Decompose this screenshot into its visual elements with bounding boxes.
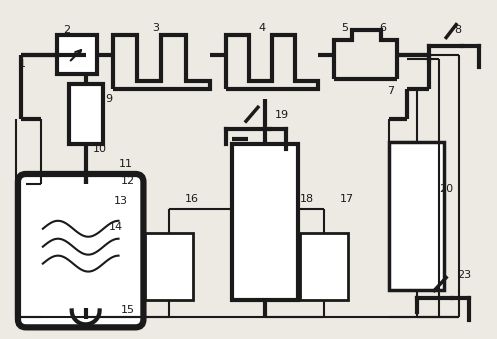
Text: 11: 11: [119, 159, 133, 169]
Text: 8: 8: [454, 24, 461, 35]
Bar: [57, 35, 96, 74]
Text: 15: 15: [121, 305, 135, 315]
Text: 18: 18: [300, 194, 314, 204]
Text: 12: 12: [121, 176, 135, 186]
Text: 6: 6: [380, 23, 387, 33]
Bar: [390, 142, 444, 290]
Text: 14: 14: [108, 222, 123, 232]
Text: 3: 3: [153, 23, 160, 33]
Text: 19: 19: [275, 110, 289, 120]
Bar: [146, 233, 193, 300]
Text: 9: 9: [105, 94, 113, 104]
Text: 10: 10: [92, 144, 107, 154]
Text: 17: 17: [339, 194, 354, 204]
Bar: [232, 144, 298, 300]
Text: 20: 20: [439, 184, 453, 194]
Text: 1: 1: [19, 59, 26, 69]
Bar: [300, 233, 347, 300]
Text: 23: 23: [457, 270, 471, 280]
Bar: [69, 84, 102, 144]
Text: 5: 5: [341, 23, 348, 33]
Text: 4: 4: [258, 23, 265, 33]
FancyBboxPatch shape: [18, 174, 144, 327]
Text: 13: 13: [113, 196, 128, 206]
Text: 16: 16: [185, 194, 199, 204]
Text: 7: 7: [388, 86, 395, 96]
Text: 2: 2: [63, 24, 70, 35]
